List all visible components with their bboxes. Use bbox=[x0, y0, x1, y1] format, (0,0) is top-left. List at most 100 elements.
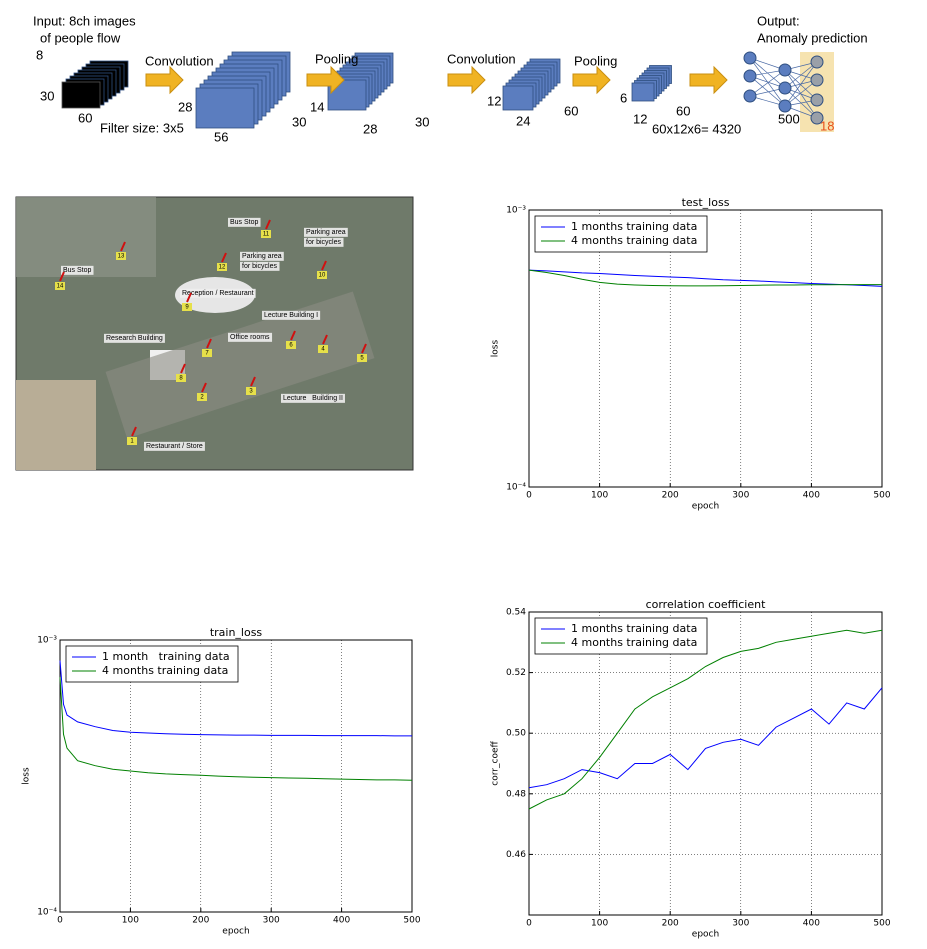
map-label-box bbox=[61, 265, 94, 275]
x-axis-label: epoch bbox=[222, 927, 249, 937]
y-axis-label: loss bbox=[491, 339, 501, 357]
plot-area bbox=[59, 639, 413, 913]
marker-arrow bbox=[59, 271, 65, 282]
neuron bbox=[810, 93, 824, 107]
diagram-label: Convolution bbox=[447, 51, 516, 66]
legend-label: 1 month training data bbox=[102, 650, 230, 663]
marker-box bbox=[176, 374, 186, 382]
marker-box bbox=[357, 354, 367, 362]
map-building bbox=[105, 291, 375, 439]
marker-number: 5 bbox=[360, 356, 364, 362]
feature-map bbox=[631, 82, 655, 102]
map-label-box bbox=[180, 288, 256, 298]
diagram-label: Anomaly prediction bbox=[757, 30, 868, 45]
map-label: Lecture Building II bbox=[283, 395, 343, 402]
diagram-label: 12 bbox=[633, 111, 647, 126]
diagram-label: 12 bbox=[487, 93, 501, 108]
x-tick-label: 100 bbox=[591, 491, 608, 501]
legend-box bbox=[65, 645, 239, 683]
chart-title: correlation coefficient bbox=[646, 598, 767, 611]
chart-title: train_loss bbox=[210, 626, 263, 639]
feature-map bbox=[195, 87, 255, 129]
arrow bbox=[572, 65, 611, 95]
marker-arrow bbox=[290, 330, 296, 341]
series-line bbox=[528, 269, 882, 287]
diagram-label: 56 bbox=[214, 129, 228, 144]
x-tick-label: 300 bbox=[732, 919, 749, 929]
diagram-label: 60 bbox=[564, 103, 578, 118]
map-label-box bbox=[228, 217, 261, 227]
marker-box bbox=[55, 282, 65, 290]
connection bbox=[749, 69, 786, 97]
diagram-label: 28 bbox=[363, 121, 377, 136]
y-axis-label: corr_coeff bbox=[491, 741, 501, 786]
diagram-label: Input: 8ch images bbox=[33, 13, 136, 28]
map-label-box bbox=[104, 333, 165, 343]
marker-number: 13 bbox=[118, 254, 125, 260]
map-label-box bbox=[304, 227, 348, 237]
x-tick-label: 200 bbox=[662, 491, 679, 501]
x-tick-label: 500 bbox=[873, 919, 890, 929]
x-tick-label: 100 bbox=[122, 916, 139, 926]
marker-arrow bbox=[206, 338, 212, 349]
legend-label: 1 months training data bbox=[571, 220, 697, 233]
marker-box bbox=[197, 393, 207, 401]
marker-box bbox=[286, 341, 296, 349]
chart-title: test_loss bbox=[682, 196, 730, 209]
legend-label: 4 months training data bbox=[571, 636, 697, 649]
y-axis-label: loss bbox=[22, 767, 32, 785]
marker-number: 3 bbox=[249, 389, 253, 395]
x-axis-label: epoch bbox=[692, 930, 719, 940]
diagram-label: 30 bbox=[40, 88, 54, 103]
legend-label: 4 months training data bbox=[571, 234, 697, 247]
series-line bbox=[528, 269, 883, 287]
x-tick-label: 500 bbox=[873, 491, 890, 501]
marker-number: 4 bbox=[321, 347, 325, 353]
x-tick-label: 0 bbox=[526, 491, 532, 501]
map-field bbox=[16, 380, 96, 470]
diagram-label: of people flow bbox=[40, 30, 121, 45]
x-tick-label: 200 bbox=[662, 919, 679, 929]
map-label: Bus Stop bbox=[63, 267, 92, 274]
y-tick-label: 0.52 bbox=[506, 668, 526, 678]
map-label: Parking area bbox=[306, 229, 346, 236]
marker-box bbox=[217, 263, 227, 271]
plot-area bbox=[528, 209, 883, 488]
legend-label: 1 months training data bbox=[571, 622, 697, 635]
marker-number: 8 bbox=[179, 376, 183, 382]
marker-arrow bbox=[250, 376, 256, 387]
neuron bbox=[778, 81, 792, 95]
marker-arrow bbox=[131, 426, 137, 437]
marker-box bbox=[246, 387, 256, 395]
y-tick-label: 10⁻³ bbox=[506, 206, 526, 216]
marker-arrow bbox=[265, 219, 271, 230]
marker-arrow bbox=[186, 292, 192, 303]
map-label-box bbox=[281, 393, 345, 403]
marker-number: 6 bbox=[289, 343, 293, 349]
marker-arrow bbox=[361, 343, 367, 354]
diagram-label: Pooling bbox=[574, 53, 617, 68]
marker-number: 12 bbox=[219, 265, 226, 271]
marker-number: 1 bbox=[130, 439, 134, 445]
neuron bbox=[810, 55, 824, 69]
map-label: Restaurant / Store bbox=[146, 443, 203, 450]
marker-arrow bbox=[201, 382, 207, 393]
legend-box bbox=[534, 617, 708, 655]
y-tick-label: 0.54 bbox=[506, 608, 526, 618]
neuron bbox=[743, 89, 757, 103]
neuron bbox=[810, 73, 824, 87]
arrow bbox=[689, 65, 728, 95]
diagram-label: Convolution bbox=[145, 53, 214, 68]
map-label-box bbox=[262, 310, 321, 320]
arrow bbox=[447, 65, 486, 95]
diagram-label: 500 bbox=[778, 111, 800, 126]
map-label-box bbox=[304, 237, 344, 247]
x-tick-label: 500 bbox=[403, 916, 420, 926]
series-line bbox=[528, 687, 883, 789]
marker-number: 9 bbox=[185, 305, 189, 311]
marker-box bbox=[182, 303, 192, 311]
connection bbox=[784, 61, 818, 107]
diagram-label: 28 bbox=[178, 99, 192, 114]
neuron bbox=[743, 69, 757, 83]
marker-box bbox=[318, 345, 328, 353]
